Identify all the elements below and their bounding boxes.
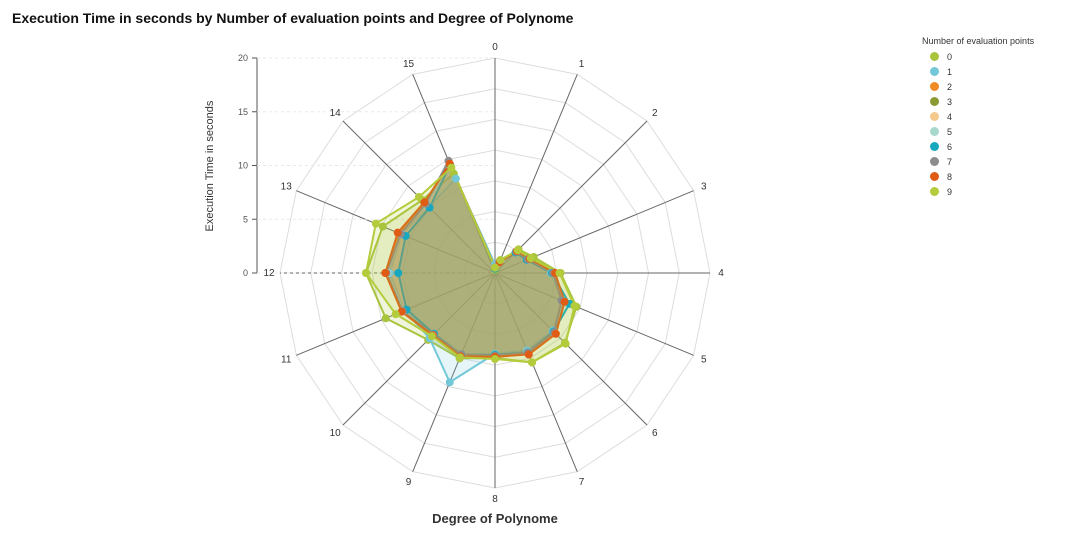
series-layer <box>362 156 581 387</box>
y-tick-label: 20 <box>238 53 248 63</box>
data-point-series-9[interactable] <box>427 332 436 341</box>
category-label: 11 <box>281 354 292 365</box>
legend-item[interactable]: 5 <box>930 124 1034 139</box>
x-axis-label: Degree of Polynome <box>432 511 558 526</box>
data-point-series-9[interactable] <box>391 310 400 319</box>
legend-item[interactable]: 3 <box>930 94 1034 109</box>
data-point-series-0[interactable] <box>381 314 390 323</box>
category-label: 5 <box>701 354 707 365</box>
data-point-series-9[interactable] <box>570 301 579 310</box>
data-point-series-6[interactable] <box>394 269 403 277</box>
legend-swatch <box>930 67 939 76</box>
data-point-series-8[interactable] <box>524 350 533 359</box>
data-point-series-8[interactable] <box>393 228 402 237</box>
category-label: 10 <box>330 428 342 439</box>
data-point-series-0[interactable] <box>378 222 387 231</box>
data-point-series-9[interactable] <box>496 256 505 265</box>
data-point-series-9[interactable] <box>456 353 465 362</box>
radar-grid <box>279 57 711 489</box>
legend-swatch <box>930 52 939 61</box>
legend-label: 5 <box>947 126 953 137</box>
data-point-series-9[interactable] <box>491 263 499 272</box>
category-label: 14 <box>330 108 342 119</box>
legend-item[interactable]: 2 <box>930 79 1034 94</box>
data-point-series-9[interactable] <box>371 219 380 228</box>
legend-label: 4 <box>947 111 953 122</box>
category-label: 7 <box>579 477 585 488</box>
category-label: 0 <box>492 42 498 53</box>
y-tick-label: 5 <box>243 214 248 224</box>
legend-swatch <box>930 187 939 196</box>
data-point-series-1[interactable] <box>451 174 460 183</box>
category-label: 4 <box>718 268 724 279</box>
data-point-series-9[interactable] <box>555 269 564 277</box>
legend-item[interactable]: 0 <box>930 49 1034 64</box>
data-point-series-9[interactable] <box>414 192 423 201</box>
legend-item[interactable]: 6 <box>930 139 1034 154</box>
data-point-series-9[interactable] <box>362 269 370 277</box>
category-label: 3 <box>701 182 707 193</box>
legend-swatch <box>930 142 939 151</box>
legend-label: 1 <box>947 66 953 77</box>
legend-item[interactable]: 4 <box>930 109 1034 124</box>
legend-label: 3 <box>947 96 953 107</box>
data-point-series-9[interactable] <box>513 246 522 255</box>
legend-items: 0 1 2 3 4 5 6 7 8 9 <box>922 49 1034 199</box>
legend-label: 2 <box>947 81 953 92</box>
y-axis-label: Execution Time in seconds <box>204 100 216 231</box>
category-label: 1 <box>579 59 585 70</box>
data-point-series-8[interactable] <box>560 297 569 306</box>
legend-swatch <box>930 172 939 181</box>
category-label: 12 <box>263 268 275 279</box>
legend-swatch <box>930 127 939 136</box>
legend-label: 0 <box>947 51 953 62</box>
category-label: 8 <box>492 494 498 505</box>
data-point-series-9[interactable] <box>526 254 535 263</box>
category-label: 13 <box>281 182 293 193</box>
legend: Number of evaluation points 0 1 2 3 4 5 6 7 8 9 <box>922 36 1034 199</box>
legend-label: 7 <box>947 156 953 167</box>
spoke-line <box>412 272 496 472</box>
spoke-line <box>494 272 694 356</box>
y-tick-label: 0 <box>243 268 248 278</box>
legend-swatch <box>930 82 939 91</box>
category-label: 2 <box>652 108 658 119</box>
data-point-series-9[interactable] <box>491 355 499 363</box>
legend-swatch <box>930 157 939 166</box>
spoke-line <box>494 74 578 274</box>
data-point-series-9[interactable] <box>447 163 456 172</box>
y-axis: 0 5 10 15 20 <box>238 53 495 278</box>
data-point-series-9[interactable] <box>561 339 570 348</box>
data-point-series-8[interactable] <box>420 198 429 207</box>
y-tick-label: 10 <box>238 161 248 171</box>
legend-label: 6 <box>947 141 953 152</box>
legend-swatch <box>930 112 939 121</box>
legend-item[interactable]: 1 <box>930 64 1034 79</box>
category-label: 15 <box>403 59 415 70</box>
legend-item[interactable]: 9 <box>930 184 1034 199</box>
legend-label: 8 <box>947 171 953 182</box>
category-label: 9 <box>406 477 412 488</box>
data-point-series-8[interactable] <box>551 329 560 338</box>
legend-title: Number of evaluation points <box>922 36 1035 46</box>
chart-title: Execution Time in seconds by Number of e… <box>12 10 574 26</box>
data-point-series-8[interactable] <box>381 269 390 277</box>
spoke-line <box>494 272 578 472</box>
data-point-series-9[interactable] <box>528 358 537 367</box>
data-point-series-1[interactable] <box>445 378 454 387</box>
legend-swatch <box>930 97 939 106</box>
category-label: 6 <box>652 428 658 439</box>
legend-item[interactable]: 8 <box>930 169 1034 184</box>
legend-label: 9 <box>947 186 953 197</box>
y-tick-label: 15 <box>238 107 248 117</box>
spoke-line <box>494 272 648 426</box>
legend-item[interactable]: 7 <box>930 154 1034 169</box>
spoke-line <box>342 272 496 426</box>
